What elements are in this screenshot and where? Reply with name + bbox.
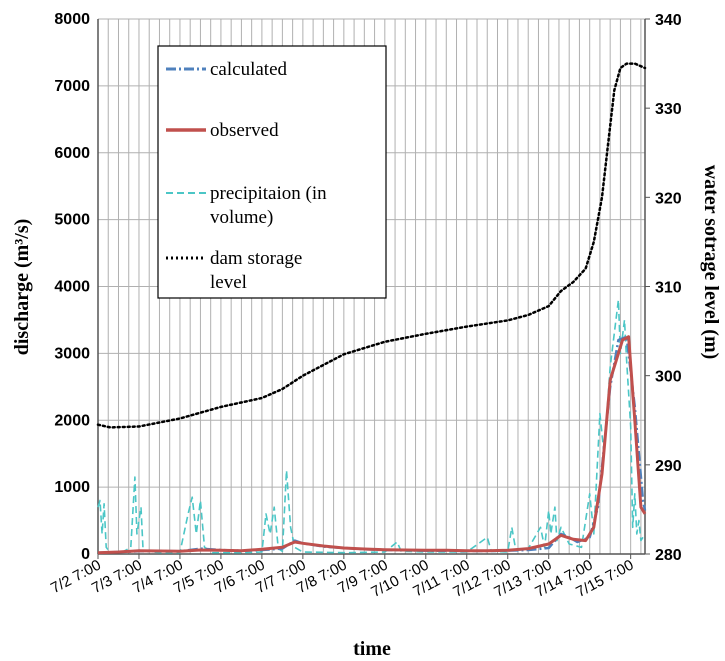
y-left-tick-label: 5000 [54, 212, 90, 229]
legend-label: level [210, 272, 247, 293]
y-right-tick-label: 310 [655, 280, 682, 297]
legend-label: precipitaion (in [210, 183, 327, 204]
y-axis-right-title: water sotrage level (m) [700, 165, 722, 360]
series-line-dam [96, 62, 647, 429]
legend-box [157, 45, 387, 299]
y-left-tick-label: 6000 [54, 145, 90, 162]
series [96, 62, 647, 555]
x-axis-title: time [353, 638, 391, 660]
y-axis-left-title: discharge (m³/s) [11, 219, 33, 356]
legend: calculated observed precipitaion (in volume… [157, 45, 387, 299]
y-left-tick-label: 1000 [54, 479, 90, 496]
y-left-tick-label: 8000 [54, 11, 90, 28]
y-right-tick-label: 340 [655, 12, 682, 29]
y-left-tick-label: 0 [81, 546, 90, 563]
y-right-tick-label: 330 [655, 101, 682, 118]
legend-label: observed [210, 120, 279, 141]
y-left-tick-label: 2000 [54, 412, 90, 429]
y-right-tick-label: 320 [655, 190, 682, 207]
series-line-observed [97, 335, 647, 555]
y-left-tick-label: 4000 [54, 279, 90, 296]
legend-label: dam storage [210, 248, 302, 269]
y-right-tick-label: 280 [655, 547, 682, 564]
legend-label: calculated [210, 59, 288, 80]
y-left-tick-label: 3000 [54, 345, 90, 362]
y-right-tick-label: 300 [655, 369, 682, 386]
y-left-tick-label: 7000 [54, 78, 90, 95]
y-right-tick-label: 290 [655, 458, 682, 475]
legend-label: volume) [210, 207, 273, 228]
